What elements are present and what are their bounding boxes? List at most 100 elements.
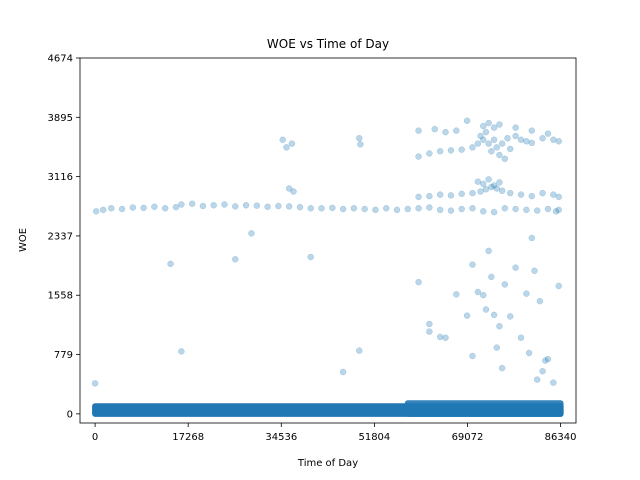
- data-point-108: [288, 140, 296, 147]
- dense-band-1: [404, 400, 564, 417]
- data-point-119: [339, 368, 347, 376]
- data-point-79: [488, 147, 495, 155]
- data-point-23: [329, 204, 336, 212]
- x-tick-label: 51804: [358, 432, 390, 443]
- data-point-67: [496, 179, 503, 186]
- data-point-58: [517, 191, 525, 198]
- data-point-124: [436, 333, 444, 341]
- data-point-76: [480, 136, 487, 144]
- data-point-102: [463, 117, 471, 124]
- data-point-6: [151, 203, 158, 211]
- data-point-116: [232, 256, 239, 263]
- y-axis-label: WOE: [18, 228, 29, 252]
- data-point-109: [285, 185, 293, 192]
- data-point-22: [318, 205, 325, 212]
- data-point-29: [393, 206, 401, 214]
- data-point-147: [542, 357, 549, 364]
- data-point-91: [539, 134, 546, 142]
- data-point-127: [469, 261, 476, 268]
- chart-title: WOE vs Time of Day: [267, 37, 389, 51]
- data-point-56: [498, 187, 506, 195]
- data-point-136: [498, 364, 506, 372]
- data-point-13: [221, 201, 228, 208]
- data-point-0: [92, 208, 100, 215]
- data-point-146: [536, 297, 544, 305]
- data-point-97: [496, 121, 503, 128]
- data-point-143: [528, 234, 536, 242]
- data-point-74: [474, 140, 482, 147]
- data-point-2: [108, 205, 115, 212]
- x-axis: 0 17268 34536 51804 69072 86340: [92, 423, 577, 443]
- data-point-27: [372, 206, 379, 214]
- data-point-45: [555, 206, 562, 214]
- data-point-128: [474, 288, 482, 296]
- data-point-21: [307, 205, 314, 212]
- y-tick-label: 779: [54, 350, 73, 361]
- data-point-19: [285, 203, 293, 210]
- data-point-39: [501, 205, 509, 212]
- y-tick-label: 3895: [48, 113, 73, 124]
- x-tick-label: 34536: [265, 432, 297, 443]
- data-point-82: [496, 151, 503, 159]
- data-point-81: [493, 144, 500, 151]
- data-point-134: [493, 344, 500, 351]
- data-point-32: [426, 204, 433, 211]
- data-point-126: [453, 291, 460, 298]
- data-point-44: [552, 208, 560, 215]
- y-tick-label: 3116: [48, 172, 73, 183]
- data-point-103: [512, 124, 519, 131]
- data-point-96: [490, 124, 498, 131]
- data-point-149: [555, 282, 562, 290]
- data-point-35: [458, 205, 465, 213]
- data-point-52: [477, 188, 484, 195]
- plot-area-frame: [79, 57, 577, 424]
- data-point-33: [436, 206, 444, 214]
- data-point-68: [415, 153, 422, 160]
- data-point-87: [512, 132, 519, 140]
- data-point-133: [490, 311, 498, 319]
- data-point-30: [404, 205, 412, 213]
- data-point-135: [496, 323, 503, 330]
- data-point-25: [350, 205, 358, 212]
- data-point-31: [415, 205, 422, 212]
- data-point-145: [533, 376, 541, 383]
- data-point-141: [523, 290, 530, 297]
- data-point-151: [539, 367, 546, 375]
- data-point-117: [248, 230, 255, 237]
- data-point-99: [431, 125, 438, 133]
- data-point-37: [480, 208, 487, 215]
- data-point-66: [490, 182, 498, 189]
- data-point-132: [488, 273, 495, 281]
- data-point-104: [528, 127, 536, 134]
- data-point-64: [480, 180, 487, 188]
- data-point-101: [453, 127, 460, 134]
- data-point-51: [469, 189, 476, 197]
- data-point-113: [91, 380, 99, 387]
- data-point-93: [555, 138, 562, 145]
- y-tick-label: 0: [67, 409, 73, 420]
- x-axis-label: Time of Day: [297, 458, 358, 469]
- data-point-54: [488, 183, 495, 191]
- data-point-46: [415, 193, 422, 201]
- data-point-95: [485, 119, 492, 127]
- data-point-5: [140, 204, 147, 212]
- data-point-98: [415, 127, 422, 134]
- y-tick-label: 4674: [48, 54, 73, 65]
- data-point-71: [447, 147, 455, 154]
- data-point-92: [550, 136, 557, 144]
- data-point-16: [253, 202, 261, 209]
- data-point-24: [339, 205, 347, 213]
- data-point-84: [501, 155, 509, 163]
- data-point-115: [178, 348, 185, 355]
- dense-band-layer: [92, 400, 564, 417]
- data-point-148: [550, 379, 557, 386]
- x-tick-label: 0: [92, 432, 98, 443]
- x-tick-label: 86340: [545, 432, 577, 443]
- data-point-123: [426, 328, 433, 335]
- data-point-94: [480, 122, 487, 130]
- data-point-144: [531, 267, 538, 274]
- data-point-112: [357, 141, 364, 148]
- data-point-4: [129, 204, 137, 211]
